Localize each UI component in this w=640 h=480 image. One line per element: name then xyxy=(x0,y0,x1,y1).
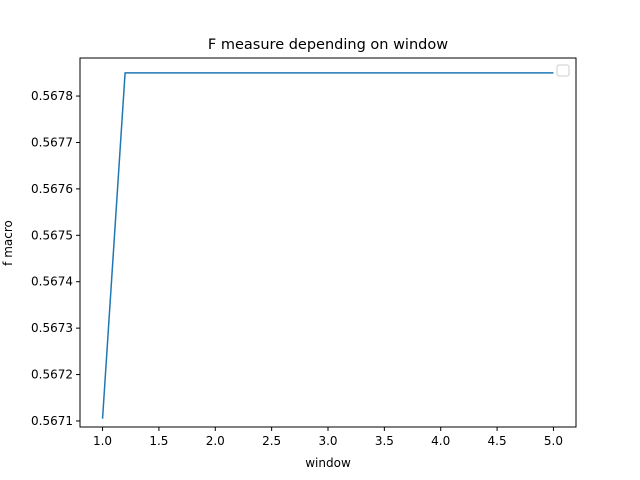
y-tick-label: 0.5677 xyxy=(31,135,73,149)
plot-area: 1.0 1.5 2.0 2.5 3.0 3.5 4.0 4.5 5.0 0.5671 0.5672… xyxy=(31,57,577,448)
x-tick-label: 1.0 xyxy=(93,434,112,448)
x-tick-label: 4.0 xyxy=(431,434,450,448)
series-line xyxy=(101,72,554,419)
x-tick-label: 3.0 xyxy=(318,434,337,448)
legend-box xyxy=(556,64,570,77)
y-axis: 0.5671 0.5672 0.5673 0.5674 0.5675 0.5676 0.56… xyxy=(31,89,80,428)
x-axis-label: window xyxy=(305,456,351,470)
y-axis-label: f macro xyxy=(1,220,15,266)
x-tick-label: 2.0 xyxy=(206,434,225,448)
y-tick-label: 0.5671 xyxy=(31,414,73,428)
y-tick-label: 0.5674 xyxy=(31,275,73,289)
x-tick-label: 3.5 xyxy=(375,434,394,448)
y-tick-label: 0.5672 xyxy=(31,368,73,382)
y-tick-label: 0.5676 xyxy=(31,182,73,196)
y-tick-label: 0.5673 xyxy=(31,321,73,335)
x-tick-label: 2.5 xyxy=(262,434,281,448)
series-layer xyxy=(101,72,554,419)
x-tick-label: 5.0 xyxy=(544,434,563,448)
x-tick-label: 4.5 xyxy=(488,434,507,448)
y-tick-label: 0.5678 xyxy=(31,89,73,103)
x-axis: 1.0 1.5 2.0 2.5 3.0 3.5 4.0 4.5 5.0 xyxy=(93,427,563,448)
chart-title: F measure depending on window xyxy=(208,37,448,53)
y-tick-label: 0.5675 xyxy=(31,228,73,242)
x-tick-label: 1.5 xyxy=(149,434,168,448)
